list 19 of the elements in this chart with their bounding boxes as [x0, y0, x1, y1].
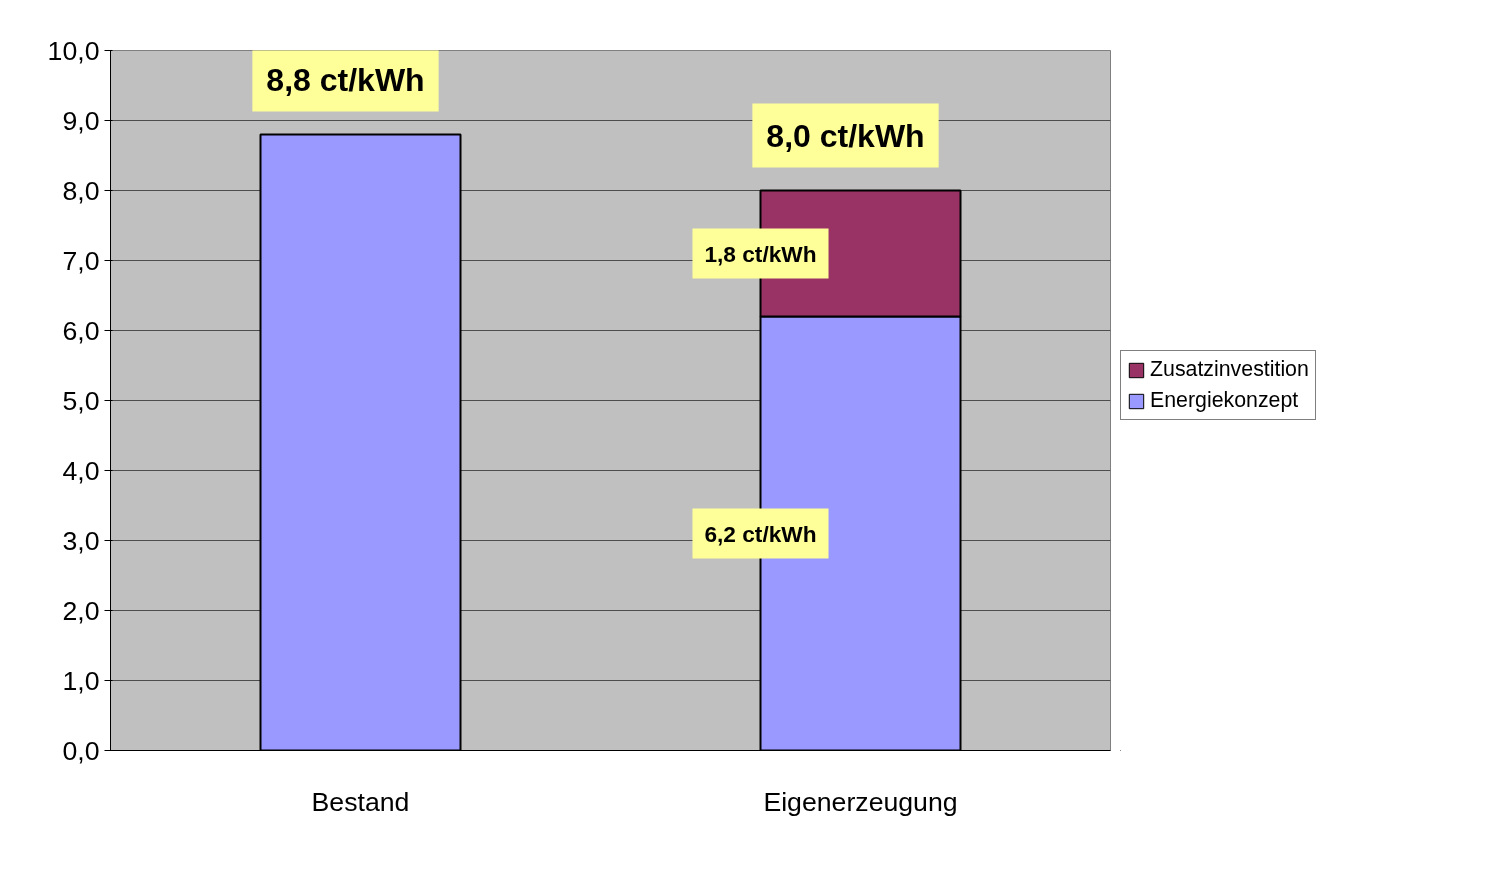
x-tick-label: Eigenerzeugung [763, 786, 958, 817]
x-tick-label: Bestand [311, 786, 410, 817]
y-tick-label: 7,0 [62, 245, 100, 276]
total-label: 8,0 ct/kWh [766, 117, 925, 154]
y-tick-label: 10,0 [47, 35, 100, 66]
legend-label: Energiekonzept [1150, 388, 1299, 413]
y-tick-label: 1,0 [62, 665, 100, 696]
y-tick-label: 6,0 [62, 315, 100, 346]
data-label: 6,2 ct/kWh [704, 520, 817, 547]
legend-label: Zusatzinvestition [1150, 357, 1309, 382]
y-tick-label: 4,0 [62, 455, 100, 486]
y-tick-label: 3,0 [62, 525, 100, 556]
data-label: 1,8 ct/kWh [704, 240, 817, 267]
y-tick-label: 0,0 [62, 735, 100, 766]
y-tick-label: 2,0 [62, 595, 100, 626]
y-tick-label: 5,0 [62, 385, 100, 416]
y-tick-label: 8,0 [62, 175, 100, 206]
total-label: 8,8 ct/kWh [266, 61, 425, 98]
y-tick-label: 9,0 [62, 105, 100, 136]
